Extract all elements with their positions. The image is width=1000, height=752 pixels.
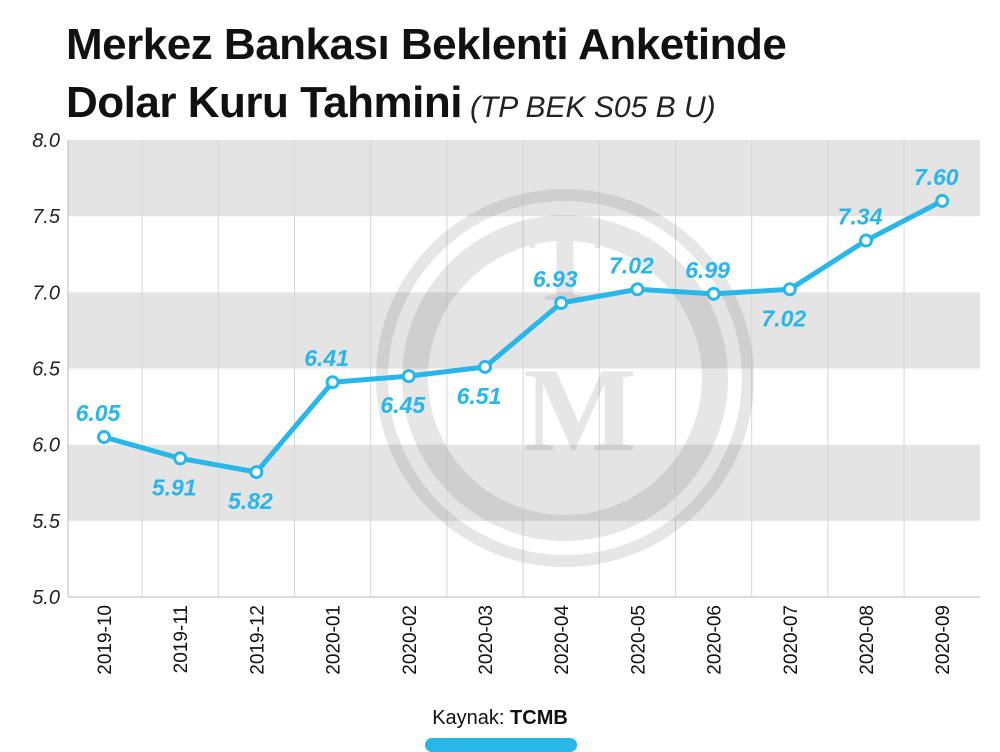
- data-label: 7.02: [609, 252, 654, 278]
- data-point: [859, 233, 873, 248]
- chart-title: Merkez Bankası Beklenti Anketinde Dolar …: [66, 16, 787, 137]
- data-point: [554, 295, 569, 310]
- x-tick-label: 2019-11: [171, 605, 192, 673]
- x-tick-label: 2020-04: [552, 605, 573, 675]
- data-label: 6.99: [685, 257, 730, 283]
- data-point: [249, 465, 264, 480]
- data-point: [325, 375, 340, 390]
- x-tick-label: 2020-07: [781, 605, 802, 675]
- series-code: (TP BEK S05 B U): [469, 91, 716, 124]
- data-point: [173, 451, 188, 466]
- data-point: [706, 286, 721, 301]
- title-text-2: Dolar Kuru Tahmini: [66, 78, 462, 127]
- y-tick-label: 7.0: [32, 282, 60, 304]
- y-tick-label: 5.0: [32, 587, 60, 609]
- x-tick-label: 2020-05: [628, 605, 649, 675]
- source-note: Kaynak: TCMB: [0, 707, 1000, 730]
- data-label: 6.45: [380, 392, 426, 418]
- x-tick-label: 2020-03: [476, 605, 497, 675]
- data-point: [935, 193, 950, 208]
- data-point: [630, 282, 645, 297]
- series-line: [101, 198, 945, 475]
- source-label: Kaynak:: [432, 707, 505, 729]
- title-line-1: Merkez Bankası Beklenti Anketinde: [66, 20, 787, 69]
- data-label: 6.05: [76, 400, 122, 426]
- data-point: [97, 430, 111, 445]
- y-tick-label: 6.0: [32, 435, 60, 457]
- bottom-accent-bar: [425, 738, 577, 752]
- source-name: TCMB: [510, 707, 568, 729]
- data-points: [97, 193, 950, 480]
- x-tick-label: 2020-06: [705, 605, 726, 675]
- line-chart: T M 5.05.56.06.57.07.58.0 2019-10 2019-11…: [32, 130, 980, 675]
- data-point: [478, 359, 492, 374]
- data-label: 6.93: [533, 266, 578, 292]
- title-line-2: Dolar Kuru Tahmini (TP BEK S05 B U): [66, 74, 786, 137]
- x-tick-label: 2019-12: [247, 605, 268, 675]
- data-point: [782, 282, 797, 297]
- x-tick-label: 2019-10: [95, 605, 116, 675]
- y-tick-label: 8.0: [32, 130, 60, 152]
- y-tick-label: 6.5: [32, 359, 61, 381]
- x-tick-label: 2020-09: [933, 605, 954, 675]
- data-label: 6.51: [457, 383, 502, 409]
- svg-text:M: M: [523, 343, 636, 476]
- y-axis-ticks: 5.0 5.5 6.0 6.5 7.0 7.5 8.0: [32, 130, 61, 609]
- data-label: 7.34: [838, 204, 883, 230]
- data-label: 5.91: [152, 474, 197, 500]
- y-tick-label: 5.5: [32, 511, 61, 533]
- x-tick-label: 2020-08: [857, 605, 878, 675]
- data-point: [401, 369, 416, 384]
- data-label: 7.60: [914, 164, 959, 190]
- y-tick-label: 7.5: [32, 206, 61, 228]
- x-tick-label: 2020-01: [324, 605, 345, 675]
- data-label: 7.02: [761, 305, 806, 331]
- data-label: 6.41: [304, 345, 349, 371]
- x-axis-ticks: 2019-10 2019-11 2019-12 2020-01 2020-02 2020-…: [95, 605, 954, 675]
- x-tick-label: 2020-02: [400, 605, 421, 675]
- data-label: 5.82: [228, 488, 273, 514]
- data-labels: 6.05 5.91 5.82 6.41 6.45 6.51 6.93 7.02 6.99 7.02…: [76, 164, 959, 514]
- vertical-gridlines: [141, 140, 905, 597]
- axes: [67, 140, 980, 598]
